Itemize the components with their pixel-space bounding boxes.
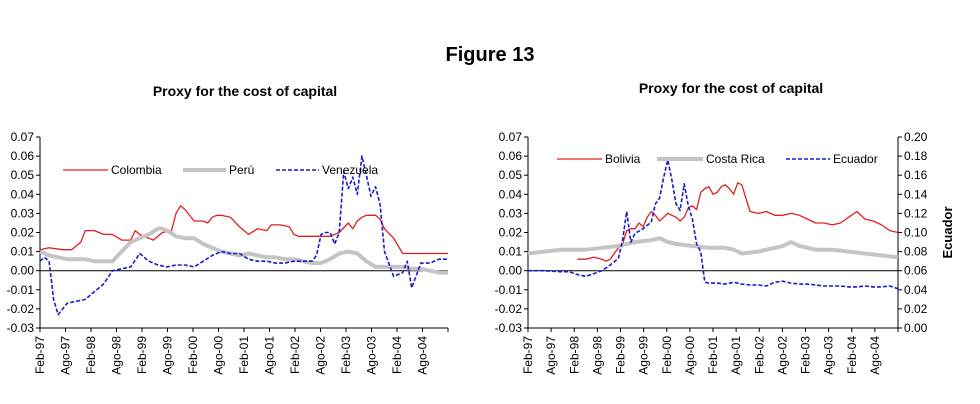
x-tick-label: Feb-02 xyxy=(288,336,302,374)
y-tick-label: 0.04 xyxy=(499,187,523,201)
series-line-per- xyxy=(39,226,448,275)
series-line-colombia xyxy=(39,205,448,255)
legend-label: Costa Rica xyxy=(706,152,765,166)
x-tick-label: Ago-01 xyxy=(729,336,743,375)
chart-title: Proxy for the cost of capital xyxy=(153,83,337,99)
legend-label: Perú xyxy=(229,163,254,177)
y-tick-label: 0.04 xyxy=(11,187,35,201)
x-tick-label: Feb-01 xyxy=(237,336,251,374)
x-tick-label: Feb-00 xyxy=(186,336,200,374)
y-tick-label: 0.02 xyxy=(499,226,523,240)
y-tick-label: 0.05 xyxy=(499,168,523,182)
y-tick-label: -0.03 xyxy=(495,321,523,335)
y-tick-label: 0.05 xyxy=(11,168,35,182)
series-line-bolivia xyxy=(577,182,899,262)
x-tick-label: Ago-98 xyxy=(590,336,604,375)
y-tick-label: 0.03 xyxy=(499,206,523,220)
y-tick-label: -0.03 xyxy=(7,321,35,335)
chart-title: Proxy for the cost of capital xyxy=(639,80,823,96)
x-tick-label: Feb-01 xyxy=(706,336,720,374)
y-tick-label: 0.07 xyxy=(499,130,523,144)
y-tick-label: 0.03 xyxy=(11,206,35,220)
y2-tick-label: 0.16 xyxy=(904,168,928,182)
x-tick-label: Ago-97 xyxy=(59,336,73,375)
y-tick-label: -0.02 xyxy=(7,302,35,316)
x-tick-label: Ago-03 xyxy=(822,336,836,375)
x-tick-label: Feb-98 xyxy=(84,336,98,374)
x-tick-label: Ago-04 xyxy=(416,336,430,375)
x-tick-label: Ago-98 xyxy=(110,336,124,375)
x-tick-label: Feb-04 xyxy=(390,336,404,374)
y-tick-label: 0.02 xyxy=(11,226,35,240)
x-tick-label: Ago-99 xyxy=(637,336,651,375)
y-tick-label: 0.07 xyxy=(11,130,35,144)
y2-tick-label: 0.14 xyxy=(904,187,928,201)
x-tick-label: Feb-02 xyxy=(752,336,766,374)
figure-title: Figure 13 xyxy=(445,44,535,66)
x-tick-label: Ago-97 xyxy=(544,336,558,375)
y-tick-label: -0.02 xyxy=(495,302,523,316)
y-tick-label: -0.01 xyxy=(7,283,35,297)
y2-tick-label: 0.02 xyxy=(904,302,928,316)
x-tick-label: Ago-02 xyxy=(775,336,789,375)
y2-axis-label: Ecuador xyxy=(940,206,955,258)
legend-label: Colombia xyxy=(111,163,162,177)
x-tick-label: Ago-99 xyxy=(161,336,175,375)
y2-tick-label: 0.00 xyxy=(904,321,928,335)
y-tick-label: 0.01 xyxy=(11,245,35,259)
y2-tick-label: 0.20 xyxy=(904,130,928,144)
legend-label: Ecuador xyxy=(833,152,878,166)
x-tick-label: Feb-03 xyxy=(799,336,813,374)
y-tick-label: 0.06 xyxy=(11,149,35,163)
x-tick-label: Ago-04 xyxy=(868,336,882,375)
y2-tick-label: 0.06 xyxy=(904,264,928,278)
series-line-costa-rica xyxy=(527,236,899,260)
y-tick-label: 0.00 xyxy=(499,264,523,278)
y2-tick-label: 0.12 xyxy=(904,206,928,220)
x-tick-label: Ago-00 xyxy=(212,336,226,375)
y2-tick-label: 0.10 xyxy=(904,226,928,240)
x-tick-label: Feb-97 xyxy=(521,336,535,374)
y2-tick-label: 0.18 xyxy=(904,149,928,163)
y2-tick-label: 0.08 xyxy=(904,245,928,259)
y2-tick-label: 0.04 xyxy=(904,283,928,297)
y-tick-label: 0.01 xyxy=(499,245,523,259)
y-tick-label: 0.00 xyxy=(11,264,35,278)
legend-label: Bolivia xyxy=(605,152,641,166)
x-tick-label: Ago-01 xyxy=(263,336,277,375)
x-tick-label: Ago-00 xyxy=(683,336,697,375)
x-tick-label: Feb-04 xyxy=(845,336,859,374)
series-line-ecuador xyxy=(528,159,899,290)
x-tick-label: Feb-97 xyxy=(33,336,47,374)
legend-label: Venezuela xyxy=(322,163,378,177)
x-tick-label: Feb-00 xyxy=(660,336,674,374)
y-tick-label: 0.06 xyxy=(499,149,523,163)
x-tick-label: Feb-99 xyxy=(614,336,628,374)
x-tick-label: Feb-03 xyxy=(339,336,353,374)
x-tick-label: Feb-98 xyxy=(567,336,581,374)
x-tick-label: Feb-99 xyxy=(135,336,149,374)
series-line-venezuela xyxy=(39,155,448,316)
y-tick-label: -0.01 xyxy=(495,283,523,297)
x-tick-label: Ago-02 xyxy=(314,336,328,375)
x-tick-label: Ago-03 xyxy=(365,336,379,375)
